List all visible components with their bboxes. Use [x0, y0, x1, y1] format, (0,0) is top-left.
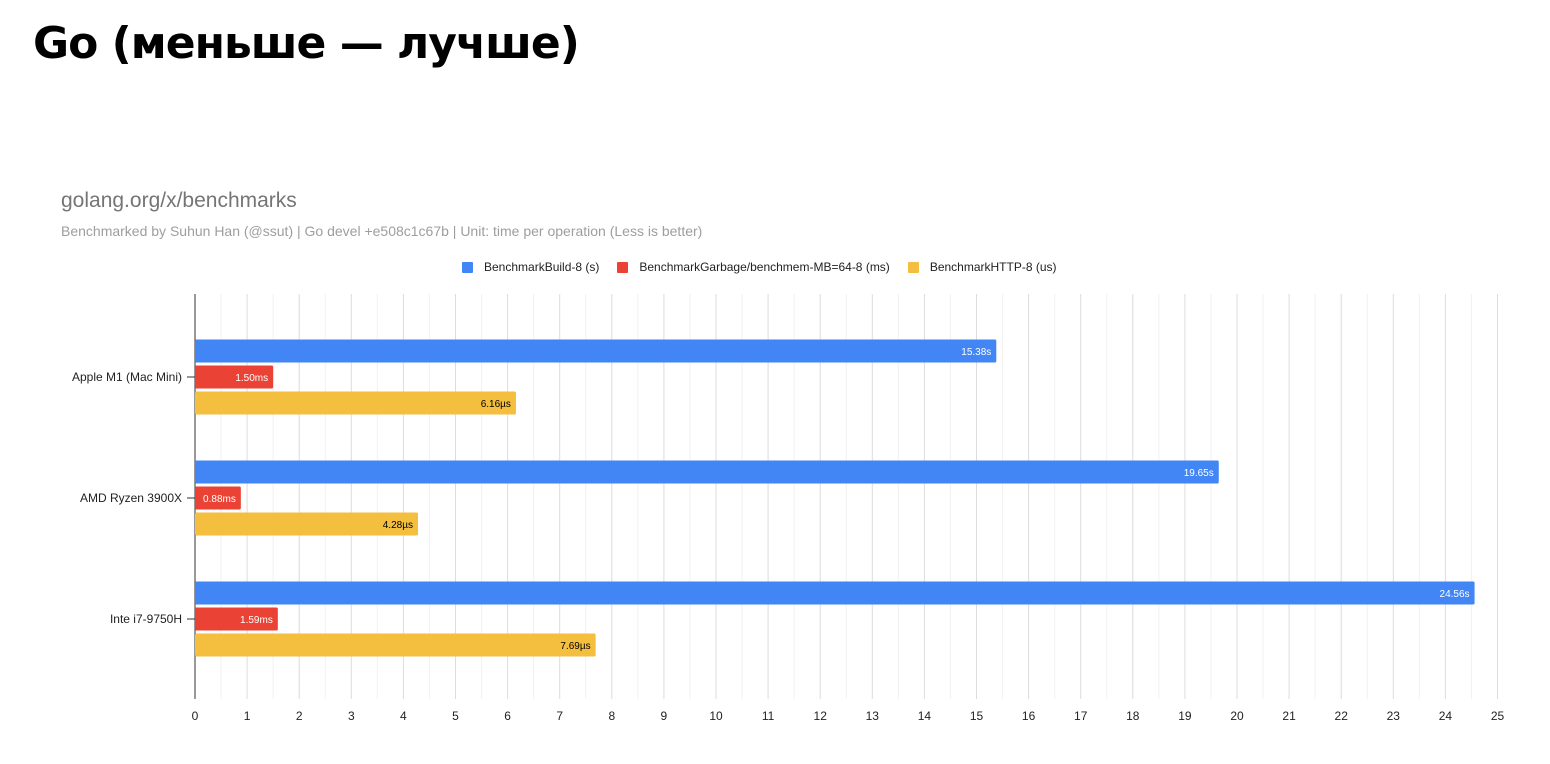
chart-legend: BenchmarkBuild-8 (s) BenchmarkGarbage/be…	[462, 258, 1075, 276]
bar-1-0	[195, 365, 274, 389]
bar-value-label: 1.50ms	[235, 373, 268, 384]
bar-2-0	[195, 391, 516, 415]
bar-2-2	[195, 633, 596, 657]
bar-value-label: 24.56s	[1440, 589, 1470, 600]
x-tick-label: 17	[1074, 709, 1088, 723]
bar-2-1	[195, 512, 418, 536]
legend-swatch-http	[907, 261, 919, 273]
legend-item-garbage[interactable]: BenchmarkGarbage/benchmem-MB=64-8 (ms)	[617, 260, 890, 274]
legend-label-build: BenchmarkBuild-8 (s)	[484, 260, 600, 274]
bar-0-1	[195, 460, 1219, 484]
x-tick-label: 3	[348, 709, 355, 723]
x-tick-label: 9	[661, 709, 668, 723]
bar-value-label: 7.69µs	[560, 641, 590, 652]
bar-value-label: 6.16µs	[481, 399, 511, 410]
x-tick-label: 23	[1387, 709, 1401, 723]
y-category-label: Apple M1 (Mac Mini)	[72, 370, 182, 384]
x-tick-label: 4	[400, 709, 407, 723]
x-tick-label: 5	[452, 709, 459, 723]
legend-swatch-build	[462, 261, 473, 273]
x-tick-label: 13	[866, 709, 880, 723]
bar-value-label: 0.88ms	[203, 494, 236, 505]
bar-0-2	[195, 581, 1475, 605]
bar-1-1	[195, 486, 241, 510]
y-category-label: Inte i7-9750H	[110, 612, 182, 626]
x-tick-label: 21	[1282, 709, 1296, 723]
bar-1-2	[195, 607, 278, 631]
x-tick-label: 6	[504, 709, 511, 723]
legend-label-garbage: BenchmarkGarbage/benchmem-MB=64-8 (ms)	[639, 260, 890, 274]
x-tick-label: 8	[608, 709, 615, 723]
chart-subtitle: Benchmarked by Suhun Han (@ssut) | Go de…	[61, 223, 703, 239]
x-tick-label: 2	[296, 709, 303, 723]
x-tick-label: 7	[556, 709, 563, 723]
bar-value-label: 15.38s	[961, 347, 991, 358]
bar-value-label: 4.28µs	[383, 520, 413, 531]
x-tick-label: 20	[1230, 709, 1244, 723]
bar-0-0	[195, 339, 997, 363]
legend-label-http: BenchmarkHTTP-8 (us)	[929, 260, 1057, 274]
chart-title: golang.org/x/benchmarks	[61, 189, 297, 212]
x-tick-label: 22	[1335, 709, 1349, 723]
legend-item-build[interactable]: BenchmarkBuild-8 (s)	[462, 260, 599, 274]
x-tick-label: 24	[1439, 709, 1453, 723]
x-tick-label: 18	[1126, 709, 1140, 723]
x-tick-label: 10	[709, 709, 723, 723]
x-tick-label: 11	[762, 709, 775, 723]
page-title: Go (меньше — лучше)	[33, 18, 580, 69]
x-tick-label: 15	[970, 709, 984, 723]
legend-swatch-garbage	[617, 261, 629, 273]
x-tick-label: 19	[1178, 709, 1192, 723]
x-tick-label: 16	[1022, 709, 1036, 723]
x-tick-label: 12	[814, 709, 828, 723]
y-category-label: AMD Ryzen 3900X	[80, 491, 182, 505]
x-tick-label: 1	[244, 709, 251, 723]
x-tick-label: 0	[192, 709, 199, 723]
x-tick-label: 14	[918, 709, 932, 723]
bar-value-label: 19.65s	[1184, 468, 1214, 479]
x-tick-label: 25	[1491, 709, 1505, 723]
bar-value-label: 1.59ms	[240, 615, 273, 626]
legend-item-http[interactable]: BenchmarkHTTP-8 (us)	[907, 260, 1057, 274]
